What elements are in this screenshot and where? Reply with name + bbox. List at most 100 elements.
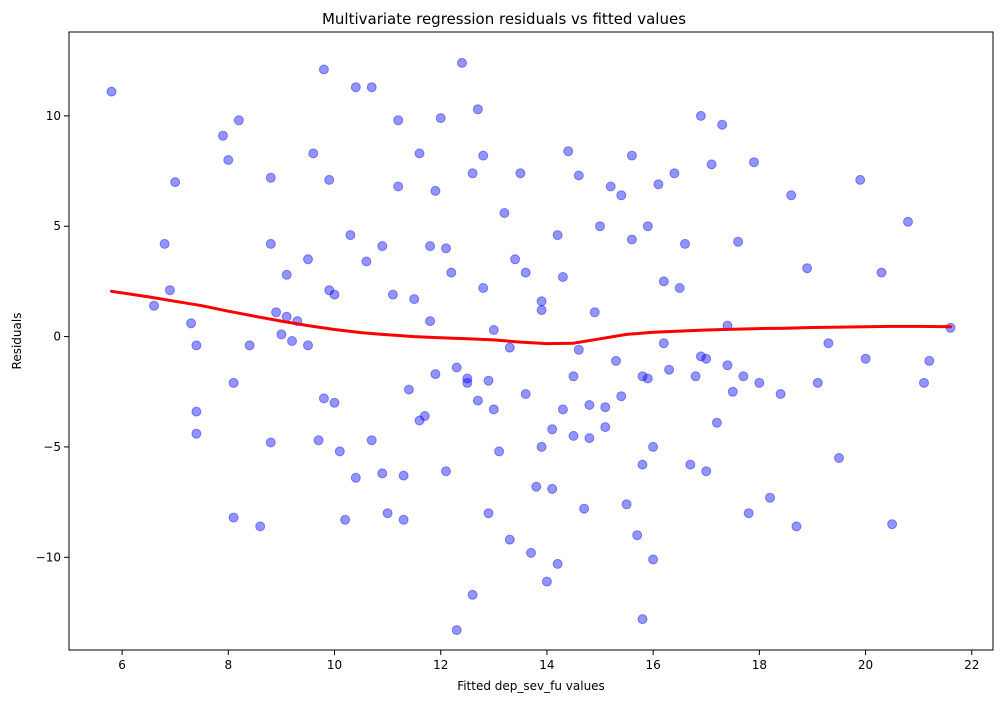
data-point <box>557 272 568 282</box>
data-point <box>621 499 632 510</box>
data-point <box>393 181 404 192</box>
data-point <box>430 185 441 196</box>
data-point <box>414 415 425 426</box>
data-point <box>711 417 722 428</box>
data-point <box>579 503 590 514</box>
x-axis-label: Fitted dep_sev_fu values <box>457 679 605 693</box>
data-point <box>695 351 706 362</box>
data-point <box>361 256 372 267</box>
data-point <box>547 483 558 494</box>
data-point <box>403 384 414 395</box>
data-point <box>366 435 377 446</box>
data-point <box>547 424 558 435</box>
data-point <box>786 190 797 201</box>
data-point <box>329 289 340 300</box>
x-tick-label: 20 <box>858 658 873 672</box>
data-point <box>536 296 547 307</box>
x-tick-label: 16 <box>645 658 660 672</box>
data-point <box>775 389 786 399</box>
data-point <box>584 433 595 444</box>
data-point <box>281 269 292 280</box>
data-point <box>350 472 361 483</box>
data-point <box>233 115 244 126</box>
data-point <box>271 307 282 318</box>
data-point <box>526 547 536 558</box>
data-point <box>191 340 202 351</box>
data-point <box>377 468 388 479</box>
data-point <box>106 86 117 97</box>
data-point <box>467 168 478 179</box>
data-point <box>919 377 929 388</box>
x-tick-label: 22 <box>964 658 979 672</box>
data-point <box>462 377 473 388</box>
data-point <box>887 519 898 530</box>
x-tick-label: 14 <box>539 658 554 672</box>
data-point <box>573 170 584 181</box>
y-tick-label: 10 <box>46 109 61 123</box>
data-point <box>281 311 292 322</box>
data-point <box>255 521 266 532</box>
data-point <box>308 148 319 159</box>
data-point <box>648 554 659 565</box>
data-point <box>191 428 202 439</box>
data-point <box>329 397 340 408</box>
data-point <box>632 530 643 541</box>
data-point <box>393 115 404 126</box>
data-point <box>462 373 473 384</box>
data-point <box>472 395 483 406</box>
data-point <box>170 177 181 188</box>
data-point <box>611 355 621 366</box>
data-point <box>600 402 611 413</box>
data-point <box>324 174 335 185</box>
data-point <box>876 267 887 278</box>
data-point <box>446 267 457 278</box>
data-point <box>382 508 393 519</box>
data-point <box>276 329 287 340</box>
data-point <box>701 466 712 477</box>
data-point <box>425 316 436 327</box>
data-point <box>685 459 696 470</box>
data-point <box>557 404 568 415</box>
data-point <box>451 362 462 373</box>
x-tick-label: 18 <box>752 658 767 672</box>
scatter-points <box>106 57 956 636</box>
data-point <box>318 393 329 404</box>
y-tick-label: 5 <box>53 219 61 233</box>
data-point <box>924 355 935 366</box>
data-point <box>573 344 584 355</box>
data-point <box>494 446 505 457</box>
trend-line-group <box>110 289 952 346</box>
y-tick-label: 0 <box>53 330 61 344</box>
data-point <box>218 130 228 141</box>
y-axis-label: Residuals <box>10 313 24 370</box>
data-point <box>228 377 239 388</box>
data-point <box>345 230 356 241</box>
data-point <box>244 340 255 351</box>
data-point <box>467 589 478 600</box>
data-point <box>377 241 388 252</box>
data-point <box>727 386 738 397</box>
data-point <box>823 338 834 349</box>
data-point <box>228 512 239 523</box>
data-point <box>637 371 648 382</box>
data-point <box>387 289 398 300</box>
data-point <box>510 254 521 265</box>
data-point <box>515 168 526 179</box>
data-point <box>488 325 499 335</box>
data-point <box>303 340 313 351</box>
data-point <box>568 430 579 441</box>
data-point <box>441 243 451 254</box>
data-point <box>340 514 351 525</box>
data-point <box>589 307 600 318</box>
data-point <box>648 441 659 452</box>
x-axis-ticks: 6 8 10 12 14 16 18 20 22 <box>118 650 979 672</box>
data-point <box>733 236 744 247</box>
data-point <box>642 373 653 384</box>
data-point <box>488 404 499 415</box>
x-tick-label: 10 <box>327 658 342 672</box>
data-point <box>265 437 276 448</box>
data-point <box>584 400 595 410</box>
data-point <box>504 342 515 353</box>
data-point <box>765 492 775 503</box>
